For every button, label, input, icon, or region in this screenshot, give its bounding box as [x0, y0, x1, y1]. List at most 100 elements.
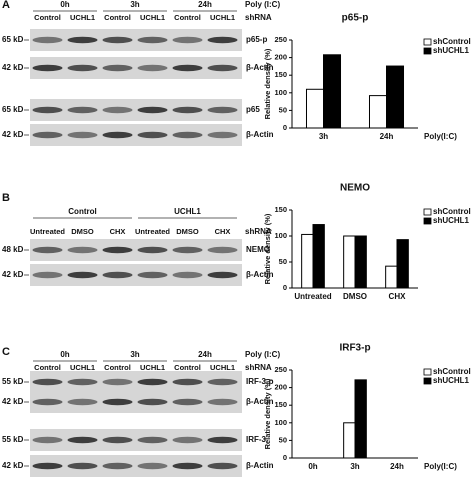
blot-band [172, 106, 203, 114]
bar [354, 235, 367, 289]
blot-band [102, 398, 133, 406]
blot-band [67, 398, 98, 406]
bar [386, 65, 405, 129]
legend-swatch [423, 208, 432, 216]
blot-strip [30, 455, 242, 477]
group-label: Control [68, 207, 96, 216]
y-tick-label: 150 [274, 400, 287, 409]
lane-label: Control [174, 363, 201, 372]
blot-band [137, 398, 168, 406]
lane-label: UCHL1 [70, 363, 95, 372]
blot-band [102, 64, 133, 72]
blot-band [32, 271, 63, 279]
blot-band [207, 398, 238, 406]
bar [343, 422, 356, 459]
blot-band [67, 436, 98, 444]
x-tick-label: Untreated [294, 292, 331, 301]
legend-label: shUCHL1 [433, 376, 470, 385]
blot-band [207, 378, 238, 386]
legend-label: shControl [433, 37, 471, 46]
protein-label: NEMO [246, 245, 270, 254]
blot-band [32, 398, 63, 406]
bar [343, 235, 356, 289]
protein-label: β-Actin [246, 63, 274, 72]
blot-band [137, 271, 168, 279]
x-tick-label: CHX [389, 292, 407, 301]
blot-band [137, 378, 168, 386]
chart-title: p65-p [342, 13, 369, 24]
legend-label: shUCHL1 [433, 216, 470, 225]
legend-swatch [423, 377, 432, 385]
lane-label: UCHL1 [210, 363, 235, 372]
blot-band [172, 398, 203, 406]
panel-label: A [2, 0, 10, 11]
lane-label: DMSO [176, 227, 199, 236]
blot-band [32, 131, 63, 139]
y-tick-label: 50 [279, 257, 287, 266]
x-tick-label: DMSO [343, 292, 367, 301]
lane-label: Control [34, 13, 61, 22]
blot-band [67, 64, 98, 72]
size-label: 42 kD [2, 461, 24, 470]
chart-title: NEMO [340, 183, 370, 194]
blot-band [172, 131, 203, 139]
blot-band [207, 36, 238, 44]
blot-band [102, 271, 133, 279]
blot-band [207, 246, 238, 254]
size-label: 55 kD [2, 435, 24, 444]
protein-label: IRF-3 [246, 435, 267, 444]
group-label: 3h [130, 350, 139, 359]
blot-band [32, 378, 63, 386]
blot-band [137, 64, 168, 72]
y-tick-label: 150 [274, 70, 287, 79]
y-tick-label: 250 [274, 365, 287, 374]
lane-row-label: shRNA [245, 13, 272, 22]
blot-band [172, 462, 203, 470]
legend-label: shControl [433, 367, 471, 376]
x-tick-label: 3h [350, 462, 359, 471]
lane-label: CHX [215, 227, 231, 236]
size-label: 42 kD [2, 397, 24, 406]
y-tick-label: 100 [274, 418, 287, 427]
blot-band [137, 36, 168, 44]
blot-band [207, 106, 238, 114]
y-tick-label: 50 [279, 435, 287, 444]
group-label: 0h [60, 350, 69, 359]
legend-swatch [423, 47, 432, 55]
y-tick-label: 100 [274, 231, 287, 240]
size-label: 42 kD [2, 270, 24, 279]
legend-label: shUCHL1 [433, 46, 470, 55]
bar [368, 95, 387, 129]
blot-band [67, 271, 98, 279]
blot-band [67, 131, 98, 139]
lane-label: Untreated [135, 227, 170, 236]
x-tick-label: 24h [390, 462, 404, 471]
blot-band [137, 106, 168, 114]
lane-label: UCHL1 [140, 363, 165, 372]
lane-label: Control [104, 13, 131, 22]
blot-band [32, 246, 63, 254]
protein-label: β-Actin [246, 461, 274, 470]
size-label: 42 kD [2, 130, 24, 139]
blot-band [207, 271, 238, 279]
legend-label: shControl [433, 207, 471, 216]
group-label: 3h [130, 0, 139, 9]
bar [305, 88, 324, 129]
y-tick-label: 0 [283, 453, 287, 462]
y-axis-label: Relative density (%) [263, 213, 272, 284]
blot-band [172, 378, 203, 386]
lane-label: Control [34, 363, 61, 372]
blot-band [207, 64, 238, 72]
blot-band [207, 131, 238, 139]
y-tick-label: 200 [274, 53, 287, 62]
y-axis-label: Relative density (%) [263, 48, 272, 119]
panel-label: C [2, 346, 10, 358]
blot-band [32, 462, 63, 470]
lane-row-label: shRNA [245, 363, 272, 372]
bar [354, 379, 367, 459]
group-label: 24h [198, 350, 212, 359]
blot-band [67, 378, 98, 386]
panel-label: B [2, 192, 10, 204]
size-label: 42 kD [2, 63, 24, 72]
